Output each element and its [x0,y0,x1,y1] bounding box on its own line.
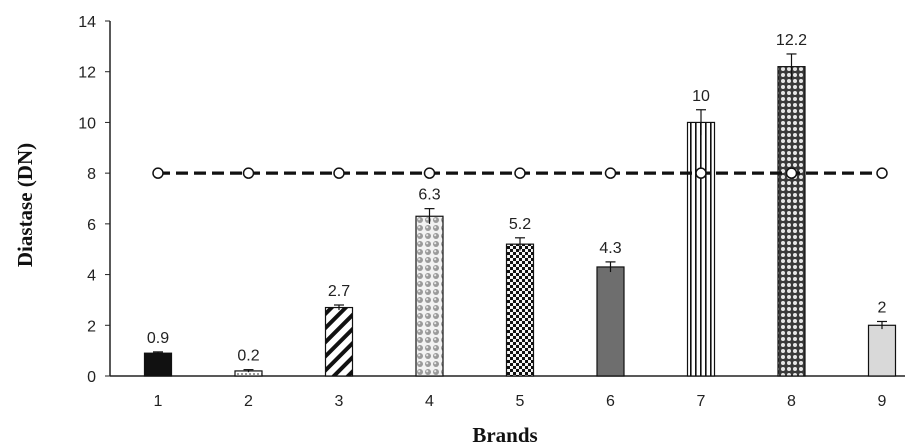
data-label: 4.3 [599,240,621,257]
bar-brand-9 [867,324,897,377]
error-bars-group [153,53,887,373]
x-tick-label: 6 [606,393,615,410]
data-label: 2 [878,299,887,316]
reference-line-group [152,167,888,179]
bar-brand-5 [505,243,535,377]
reference-marker [333,167,345,179]
y-tick-label: 2 [87,318,96,335]
reference-marker [695,167,707,179]
data-label: 10 [692,88,710,105]
y-tick-label: 0 [87,369,96,386]
x-tick-labels: 1 2 3 4 5 6 7 8 9 [154,393,887,410]
bar-brand-4 [415,215,444,377]
x-tick-label: 1 [154,393,163,410]
reference-marker [785,167,798,179]
x-tick-label: 7 [697,393,706,410]
x-tick-label: 3 [335,393,344,410]
data-label: 0.2 [237,348,259,365]
data-label: 5.2 [509,216,531,233]
y-tick-label: 6 [87,217,96,234]
x-tick-label: 5 [516,393,525,410]
reference-marker [604,167,617,179]
x-tick-label: 2 [244,393,253,410]
data-label: 2.7 [328,283,350,300]
data-label: 12.2 [776,32,807,49]
reference-marker [242,167,255,179]
x-axis-title: Brands [472,423,537,447]
bar-brand-7 [686,121,716,377]
data-label: 0.9 [147,330,169,347]
y-tick-label: 8 [87,166,96,183]
y-tick-label: 14 [78,14,96,31]
bar-brand-1 [143,352,173,377]
y-tick-labels: 0 2 4 6 8 10 12 14 [78,14,110,386]
bar-brand-8 [777,66,806,377]
y-tick-label: 12 [78,65,96,82]
x-tick-label: 4 [425,393,434,410]
y-tick-label: 10 [78,115,96,132]
data-label: 6.3 [418,187,440,204]
reference-marker [876,167,888,179]
data-labels-group: 0.9 0.2 2.7 6.3 5.2 4.3 10 12.2 2 [147,32,887,365]
bar-brand-3 [324,306,354,377]
reference-marker [152,167,164,179]
x-tick-label: 8 [787,393,796,410]
reference-marker [423,167,436,179]
reference-marker [514,167,526,179]
y-axis-title: Diastase (DN) [13,143,37,267]
x-tick-label: 9 [878,393,887,410]
bar-brand-6 [596,266,625,377]
y-tick-label: 4 [87,268,96,285]
